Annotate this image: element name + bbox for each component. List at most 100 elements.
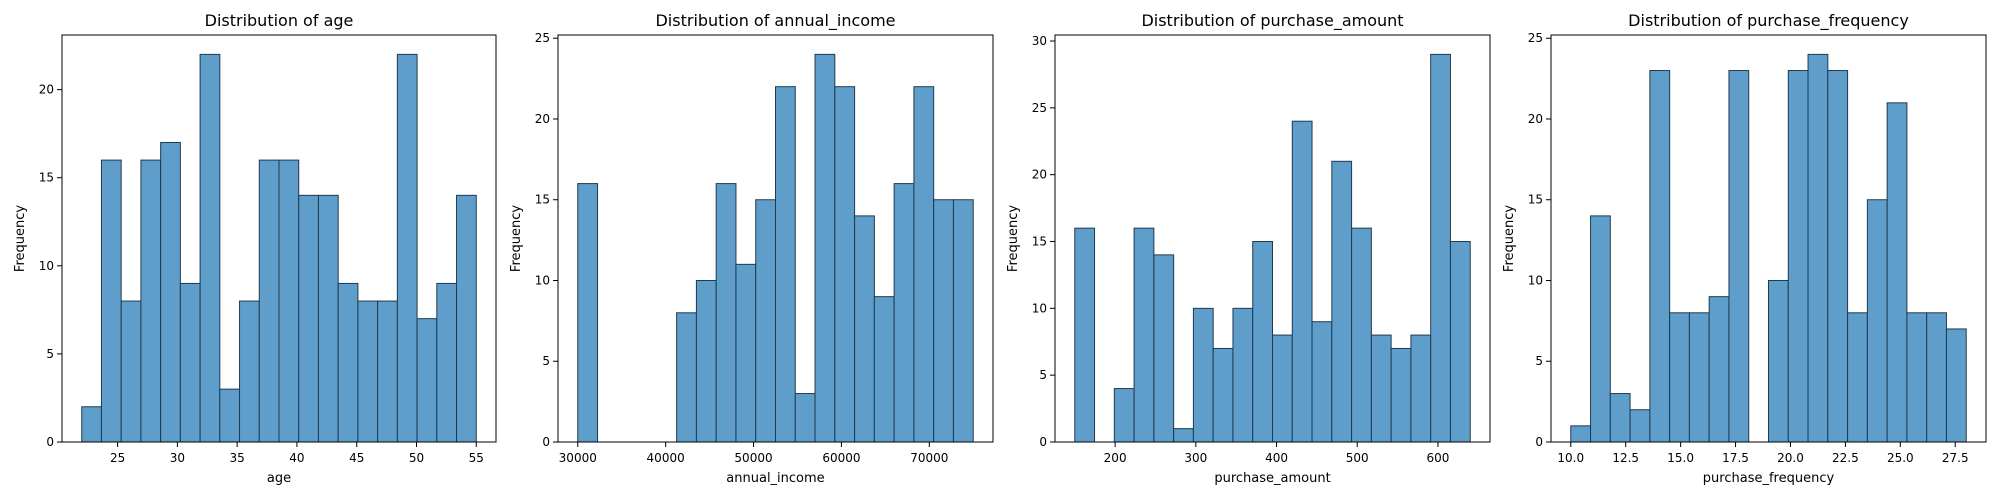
histogram-bar <box>854 215 875 443</box>
x-axis-label: age <box>267 471 291 486</box>
histogram-bar <box>317 194 339 443</box>
histogram-bar <box>140 159 162 443</box>
histogram-bar <box>1827 70 1849 443</box>
histogram-bar <box>577 183 599 443</box>
histogram-bar <box>1232 307 1254 443</box>
histogram-bar <box>893 183 915 443</box>
histogram-bar <box>100 159 122 443</box>
x-tick-label: 12.5 <box>1612 451 1639 465</box>
histogram-bar <box>1629 409 1651 443</box>
chart-panel-3: 200 300 400 500 600 0 5 10 15 20 25 30 Distribution … <box>1006 11 1491 486</box>
y-tick-label: 20 <box>1528 112 1543 126</box>
histogram-bar <box>239 300 260 443</box>
x-tick-label: 55 <box>469 451 484 465</box>
chart-title: Distribution of age <box>205 11 354 30</box>
x-tick-label: 20.0 <box>1777 451 1804 465</box>
x-tick-label: 400 <box>1265 451 1288 465</box>
y-axis-label: Frequency <box>509 205 524 272</box>
histogram-bar <box>1609 393 1631 443</box>
histogram-bar <box>676 312 697 443</box>
histogram-bar <box>456 194 477 443</box>
x-tick-label: 30000 <box>559 451 597 465</box>
y-axis-label: Frequency <box>1006 205 1021 272</box>
histogram-bar <box>1787 70 1809 443</box>
x-tick-label: 60000 <box>822 451 860 465</box>
histogram-bar <box>873 296 895 443</box>
histogram-bar <box>1449 241 1471 443</box>
chart-title: Distribution of purchase_amount <box>1141 11 1403 31</box>
x-tick-label: 70000 <box>910 451 948 465</box>
histogram-bar <box>1252 241 1274 443</box>
histogram-bar <box>775 86 796 443</box>
x-tick-label: 15.0 <box>1667 451 1694 465</box>
histogram-bar <box>735 263 757 443</box>
axes-frame <box>61 34 497 443</box>
y-tick-label: 15 <box>1032 235 1047 249</box>
x-tick-label: 10.0 <box>1557 451 1584 465</box>
histogram-bar <box>1430 53 1451 443</box>
x-tick-label: 27.5 <box>1942 451 1969 465</box>
x-tick-label: 25.0 <box>1887 451 1914 465</box>
histogram-bar <box>179 282 201 443</box>
y-tick-label: 5 <box>46 347 54 361</box>
histogram-bar <box>357 300 379 443</box>
histogram-bar <box>337 282 359 443</box>
axes-frame <box>1550 34 1987 443</box>
histogram-bar <box>755 199 777 443</box>
histogram-bar <box>298 194 319 443</box>
histogram-bar <box>1807 53 1829 443</box>
histogram-bar <box>199 53 221 443</box>
histogram-bar <box>794 393 816 443</box>
histogram-bar <box>1926 312 1947 443</box>
histogram-bar <box>377 300 398 443</box>
y-tick-label: 5 <box>1535 354 1543 368</box>
x-axis-label: purchase_amount <box>1214 471 1330 486</box>
y-tick-label: 0 <box>46 435 54 449</box>
histogram-bar <box>1410 334 1432 443</box>
y-tick-label: 0 <box>542 435 550 449</box>
y-tick-label: 10 <box>39 259 54 273</box>
chart-title: Distribution of purchase_frequency <box>1628 11 1909 31</box>
histogram-bar <box>913 86 935 443</box>
y-tick-label: 15 <box>535 193 550 207</box>
y-tick-label: 25 <box>1528 31 1543 45</box>
chart-panel-1: 25 30 35 40 45 50 55 0 5 10 15 20 Distribution of ag… <box>13 11 497 486</box>
histogram-bar <box>1212 347 1234 443</box>
y-tick-label: 20 <box>535 112 550 126</box>
y-tick-label: 0 <box>1535 435 1543 449</box>
y-tick-label: 10 <box>535 273 550 287</box>
histogram-bar <box>695 279 717 443</box>
histogram-bar <box>834 86 856 443</box>
y-tick-label: 15 <box>39 171 54 185</box>
histogram-bar <box>1133 227 1155 443</box>
y-tick-label: 20 <box>39 83 54 97</box>
x-tick-label: 50 <box>409 451 424 465</box>
axes-frame <box>557 34 994 443</box>
histogram-bar <box>1351 227 1372 443</box>
x-tick-label: 500 <box>1346 451 1369 465</box>
x-axis-label: purchase_frequency <box>1703 471 1835 486</box>
histogram-bar <box>1590 215 1611 443</box>
x-tick-label: 30 <box>170 451 185 465</box>
histogram-bar <box>1688 312 1710 443</box>
histogram-bar <box>1669 312 1690 443</box>
histogram-bar <box>219 388 241 443</box>
histogram-bar <box>1906 312 1928 443</box>
histogram-bar <box>1945 328 1967 443</box>
chart-panel-2: 30000 40000 50000 60000 70000 0 5 10 15 20 25 Distr… <box>509 11 994 486</box>
histogram-bar <box>1153 254 1175 443</box>
y-tick-label: 25 <box>1032 101 1047 115</box>
histogram-bar <box>933 199 954 443</box>
x-tick-label: 600 <box>1426 451 1449 465</box>
y-tick-label: 5 <box>1039 368 1047 382</box>
y-axis-label: Frequency <box>13 205 28 272</box>
y-tick-label: 25 <box>535 31 550 45</box>
histogram-bar <box>1370 334 1392 443</box>
histogram-bar <box>715 183 737 443</box>
histogram-bar <box>278 159 300 443</box>
histogram-bar <box>1708 296 1730 443</box>
x-tick-label: 22.5 <box>1832 451 1859 465</box>
histogram-bar <box>1331 160 1353 443</box>
y-tick-label: 0 <box>1039 435 1047 449</box>
x-tick-label: 40 <box>289 451 304 465</box>
